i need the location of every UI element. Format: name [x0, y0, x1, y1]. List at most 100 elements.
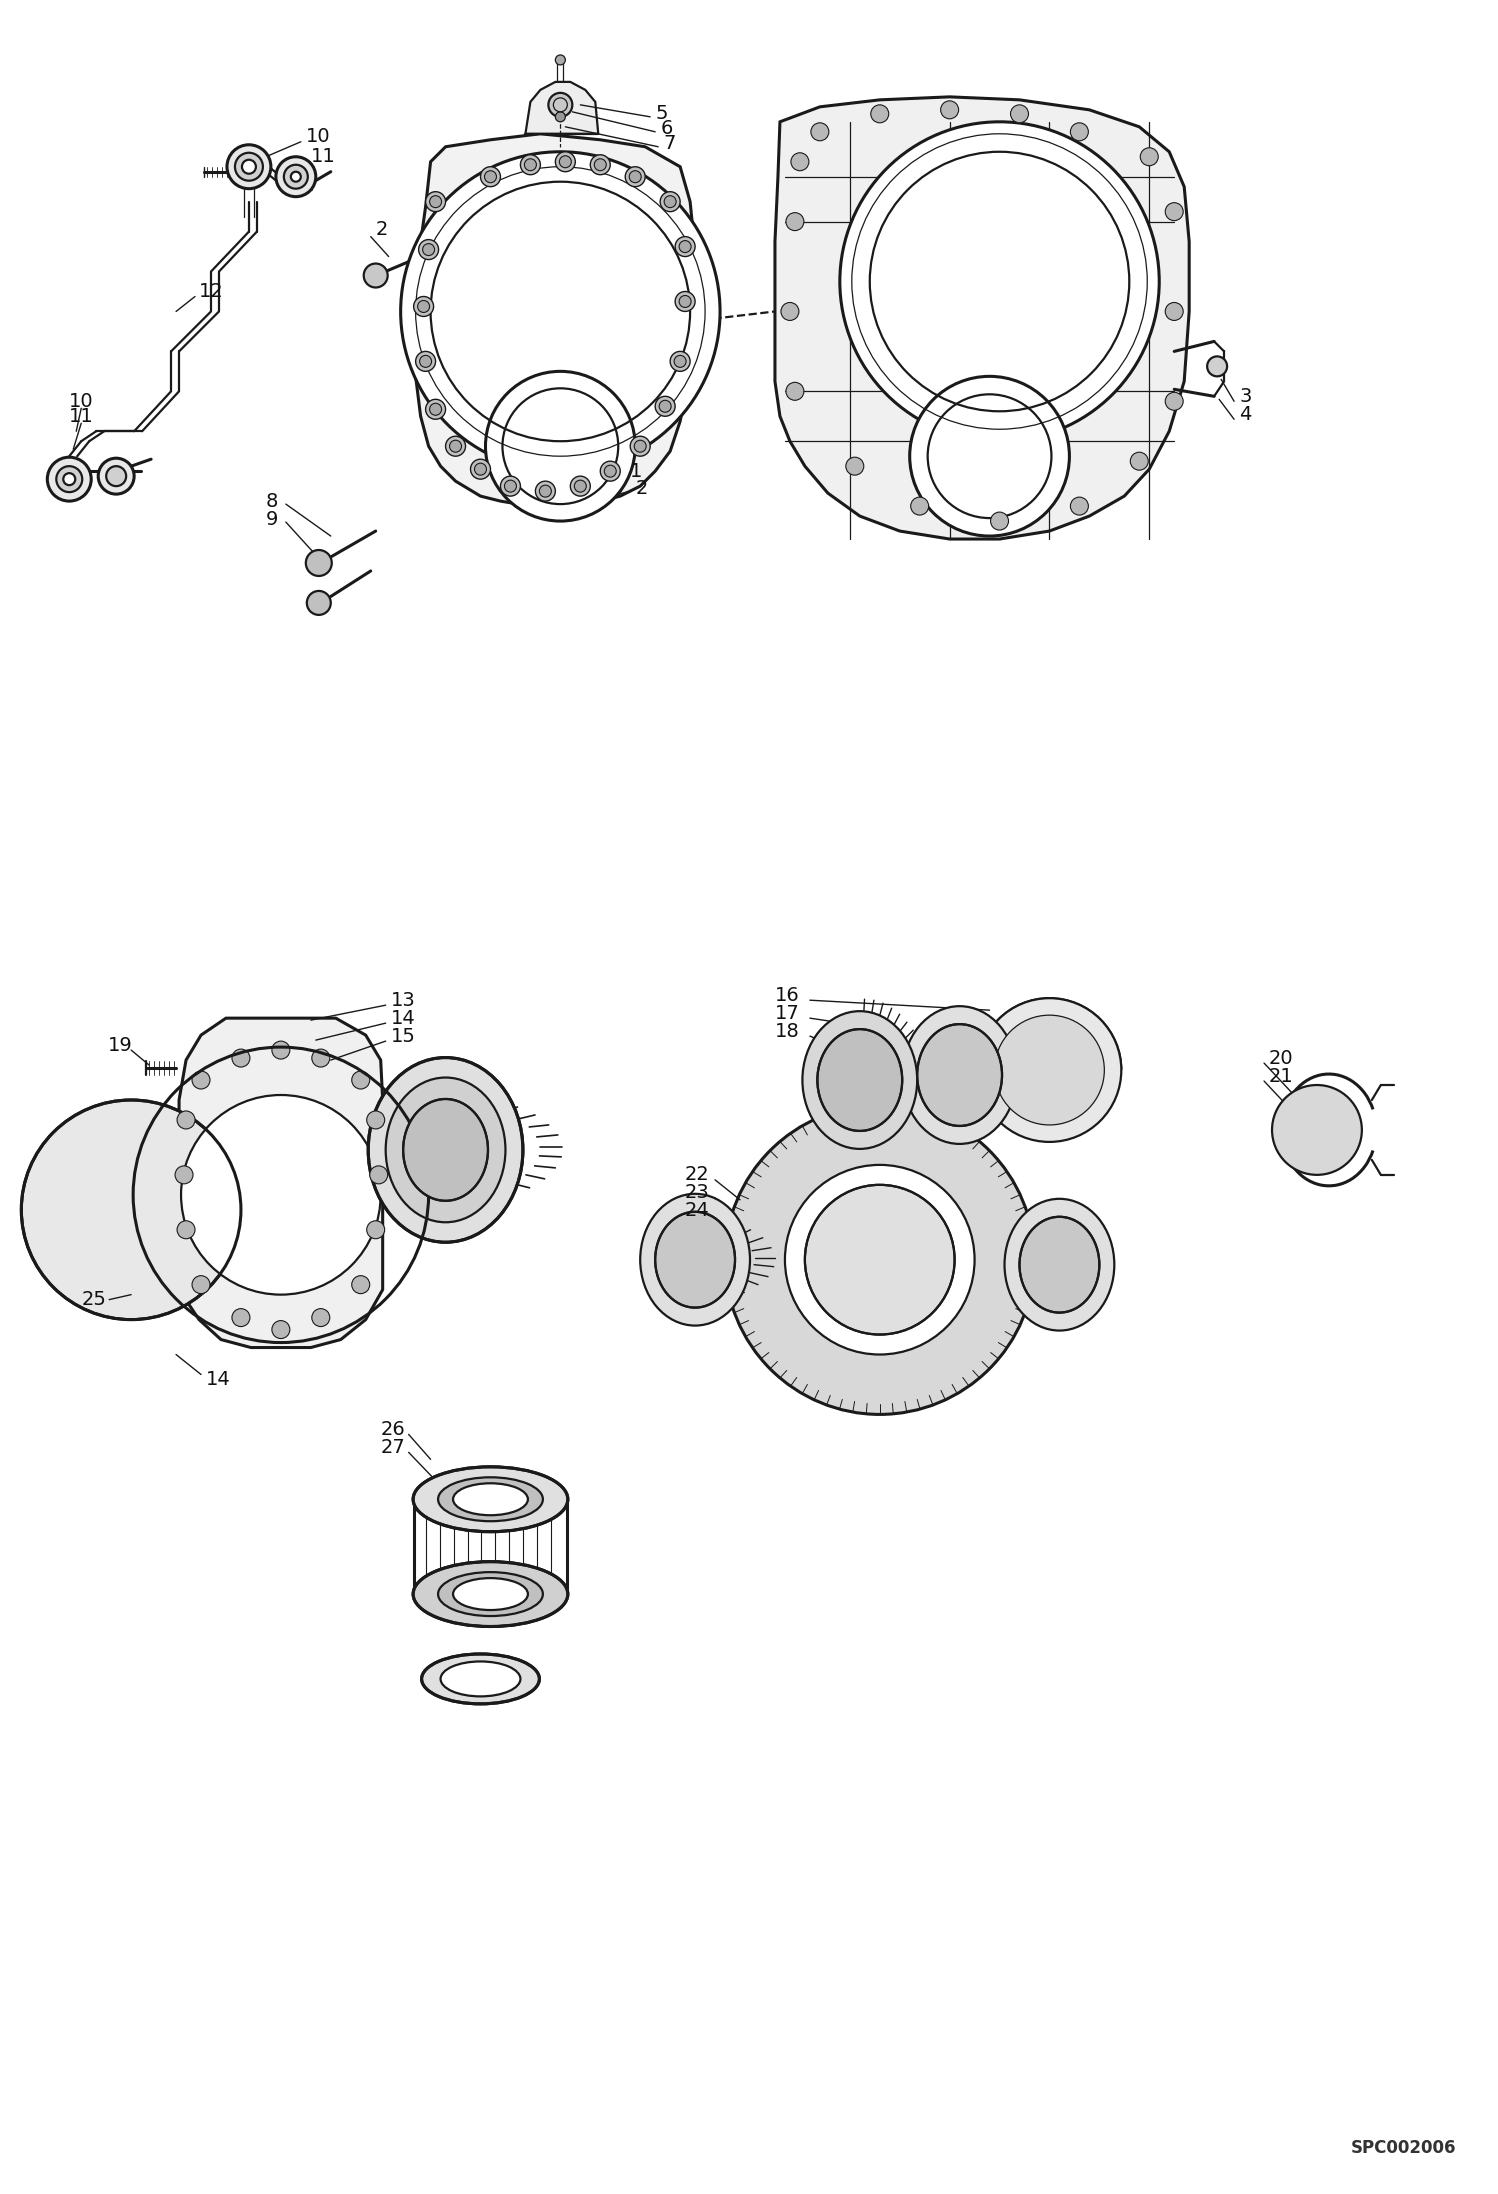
- Ellipse shape: [440, 1661, 520, 1696]
- Text: 7: 7: [664, 134, 676, 154]
- Circle shape: [840, 123, 1159, 441]
- Text: 2: 2: [635, 478, 647, 498]
- Circle shape: [419, 355, 431, 366]
- Circle shape: [418, 301, 430, 312]
- Circle shape: [445, 437, 466, 456]
- Ellipse shape: [413, 1468, 568, 1531]
- Circle shape: [175, 1165, 193, 1185]
- Circle shape: [556, 112, 565, 123]
- Text: 4: 4: [1239, 404, 1251, 423]
- Circle shape: [679, 296, 691, 307]
- Circle shape: [1165, 303, 1183, 320]
- Circle shape: [99, 459, 135, 494]
- Text: 13: 13: [391, 992, 415, 1009]
- Text: 22: 22: [685, 1165, 710, 1185]
- Circle shape: [418, 239, 439, 259]
- Text: 20: 20: [1269, 1049, 1294, 1068]
- Polygon shape: [180, 1018, 382, 1347]
- Ellipse shape: [1005, 1198, 1115, 1330]
- Circle shape: [57, 465, 82, 491]
- Circle shape: [425, 399, 445, 419]
- Circle shape: [21, 1099, 241, 1319]
- Ellipse shape: [640, 1194, 750, 1325]
- Circle shape: [780, 303, 798, 320]
- Circle shape: [625, 167, 646, 186]
- Circle shape: [430, 404, 442, 415]
- Circle shape: [524, 158, 536, 171]
- Circle shape: [470, 459, 490, 478]
- Circle shape: [307, 590, 331, 614]
- Text: 6: 6: [661, 118, 673, 138]
- Circle shape: [676, 292, 695, 312]
- Text: 25: 25: [81, 1290, 106, 1310]
- Circle shape: [1071, 498, 1089, 516]
- Text: 17: 17: [774, 1003, 800, 1022]
- Circle shape: [601, 461, 620, 480]
- Circle shape: [556, 151, 575, 171]
- Circle shape: [1071, 123, 1089, 140]
- Text: 21: 21: [1269, 1066, 1294, 1086]
- Ellipse shape: [902, 1007, 1017, 1143]
- Circle shape: [192, 1275, 210, 1294]
- Circle shape: [990, 511, 1008, 531]
- Circle shape: [559, 156, 571, 167]
- Circle shape: [485, 371, 635, 520]
- Circle shape: [481, 167, 500, 186]
- Circle shape: [786, 213, 804, 230]
- Circle shape: [352, 1275, 370, 1294]
- Circle shape: [1165, 202, 1183, 222]
- Ellipse shape: [369, 1058, 523, 1242]
- Circle shape: [400, 151, 721, 472]
- Circle shape: [574, 480, 586, 491]
- Circle shape: [629, 171, 641, 182]
- Text: 8: 8: [267, 491, 279, 511]
- Circle shape: [106, 465, 126, 487]
- Circle shape: [786, 382, 804, 399]
- Text: 15: 15: [391, 1027, 415, 1047]
- Circle shape: [785, 1165, 975, 1354]
- Circle shape: [571, 476, 590, 496]
- Text: SPC002006: SPC002006: [1351, 2139, 1456, 2157]
- Circle shape: [271, 1321, 289, 1338]
- Ellipse shape: [803, 1011, 917, 1150]
- Circle shape: [941, 101, 959, 118]
- Ellipse shape: [917, 1025, 1002, 1126]
- Text: 3: 3: [1239, 386, 1251, 406]
- Text: 2: 2: [376, 219, 388, 239]
- Circle shape: [1011, 105, 1029, 123]
- Circle shape: [449, 441, 461, 452]
- Ellipse shape: [421, 1654, 539, 1705]
- Circle shape: [484, 171, 496, 182]
- Circle shape: [679, 241, 691, 252]
- Text: 9: 9: [267, 509, 279, 529]
- Text: 5: 5: [655, 105, 668, 123]
- Circle shape: [661, 191, 680, 211]
- Circle shape: [181, 1095, 380, 1294]
- Circle shape: [232, 1049, 250, 1066]
- Circle shape: [505, 480, 517, 491]
- Circle shape: [791, 154, 809, 171]
- Circle shape: [539, 485, 551, 498]
- Circle shape: [367, 1220, 385, 1240]
- Circle shape: [177, 1220, 195, 1240]
- Ellipse shape: [452, 1483, 527, 1516]
- Circle shape: [659, 399, 671, 412]
- Circle shape: [425, 191, 445, 211]
- Text: 24: 24: [685, 1202, 710, 1220]
- Circle shape: [291, 171, 301, 182]
- Circle shape: [48, 456, 91, 500]
- Circle shape: [63, 474, 75, 485]
- Circle shape: [520, 156, 541, 176]
- Circle shape: [177, 1110, 195, 1130]
- Circle shape: [430, 195, 442, 208]
- Circle shape: [604, 465, 616, 476]
- Circle shape: [664, 195, 676, 208]
- Circle shape: [995, 1016, 1104, 1126]
- Text: 16: 16: [774, 985, 800, 1005]
- Text: 1: 1: [631, 461, 643, 480]
- Text: 27: 27: [380, 1437, 406, 1457]
- Circle shape: [312, 1308, 330, 1327]
- Circle shape: [1131, 452, 1149, 470]
- Ellipse shape: [437, 1477, 542, 1520]
- Text: 23: 23: [685, 1183, 710, 1202]
